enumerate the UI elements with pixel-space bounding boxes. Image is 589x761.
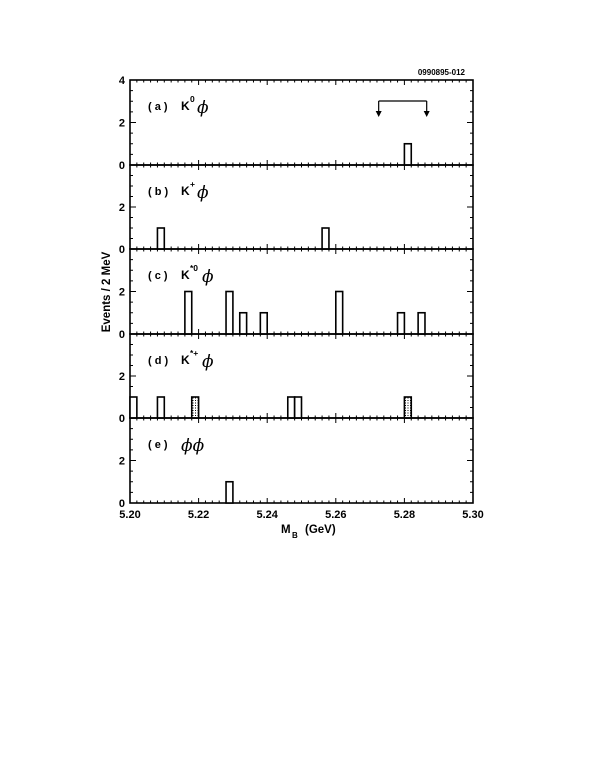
histogram-bar [417, 311, 426, 335]
x-tick-label: 5.22 [188, 509, 209, 521]
histogram-bar [293, 396, 303, 419]
panel-particle: K [181, 268, 190, 282]
arrow-head [375, 111, 382, 117]
y-tick-label: 2 [119, 371, 125, 383]
panel-symbol: ϕ [197, 183, 209, 203]
panel-symbol: ϕ [197, 98, 209, 118]
panel-frame [129, 417, 474, 504]
panel-label: ( d ) [148, 355, 168, 367]
histogram-bar [403, 396, 413, 419]
signal-region-arrow [375, 100, 430, 117]
x-axis-title-main: M [281, 524, 291, 536]
panel-particle: K [181, 353, 190, 367]
y-tick-label: 0 [119, 160, 125, 172]
histogram-bar [403, 142, 413, 166]
histogram-bar [259, 311, 268, 335]
y-tick-label: 2 [119, 456, 125, 468]
histogram-bar [129, 396, 138, 419]
histogram-bar [238, 311, 248, 335]
x-axis-title: M B (GeV) [281, 524, 336, 540]
y-tick-label: 0 [119, 498, 125, 510]
panel-superscript: *0 [190, 263, 198, 273]
histogram-bar [156, 227, 166, 250]
y-tick-label: 0 [119, 413, 125, 425]
panel-superscript: + [190, 179, 195, 189]
figure-id: 0990895-012 [418, 68, 466, 77]
histogram-bar [225, 480, 234, 504]
histogram-bar [396, 311, 406, 335]
histogram-bar [334, 290, 344, 335]
histogram-bar [321, 227, 330, 250]
panel-superscript: *+ [190, 348, 198, 358]
y-tick-label: 4 [119, 75, 126, 87]
x-tick-label: 5.24 [256, 509, 278, 521]
svg-text:M: M [281, 524, 291, 536]
panel-c: 0 2 ( c ) K *0 ϕ [119, 248, 474, 341]
histogram-bar [225, 290, 234, 335]
panels: 024( a ) K 0 ϕ02( b ) K + ϕ02( c ) K *0 ϕ02( d ) K… [119, 75, 474, 510]
x-tick-label: 5.28 [394, 509, 415, 521]
panel-a: 024( a ) K 0 ϕ [119, 75, 474, 172]
panel-particle: K [181, 99, 190, 113]
y-tick-label: 0 [119, 244, 125, 256]
histogram-bar [190, 396, 200, 419]
panel-label: ( b ) [148, 186, 168, 198]
panel-label: ( e ) [148, 439, 168, 451]
y-tick-label: 2 [119, 202, 125, 214]
panel-d: 0 2 ( d ) K *+ ϕ [119, 333, 474, 425]
histogram-bar [286, 396, 296, 419]
y-tick-label: 0 [119, 329, 125, 341]
histogram-bar [184, 290, 193, 335]
panel-label: ( c ) [148, 270, 168, 282]
panel-b: 0 2 ( b ) K + ϕ [119, 164, 474, 256]
panel-symbol: ϕ [202, 267, 214, 287]
panel-label: ( a ) [148, 101, 168, 113]
panel-particle: K [181, 184, 190, 198]
y-tick-label: 2 [119, 287, 125, 299]
x-axis-labels: 5.20 5.22 5.24 5.26 5.28 5.30 [119, 509, 483, 521]
panel-frame [129, 164, 474, 250]
x-axis-title-unit: (GeV) [305, 524, 336, 536]
x-tick-label: 5.26 [325, 509, 346, 521]
arrow-head [423, 111, 430, 117]
panel-superscript: 0 [190, 94, 195, 104]
panel-e: 0 2 ( e ) ϕϕ [119, 417, 474, 510]
x-tick-label: 5.30 [462, 509, 483, 521]
histogram-bar [156, 396, 166, 419]
panel-frame [129, 79, 474, 166]
y-tick-label: 2 [119, 118, 125, 130]
y-axis-title: Events / 2 MeV [101, 251, 113, 332]
x-axis-title-subscript: B [292, 531, 298, 540]
panel-symbol: ϕϕ [181, 436, 205, 456]
panel-symbol: ϕ [202, 352, 214, 372]
x-tick-label: 5.20 [119, 509, 140, 521]
